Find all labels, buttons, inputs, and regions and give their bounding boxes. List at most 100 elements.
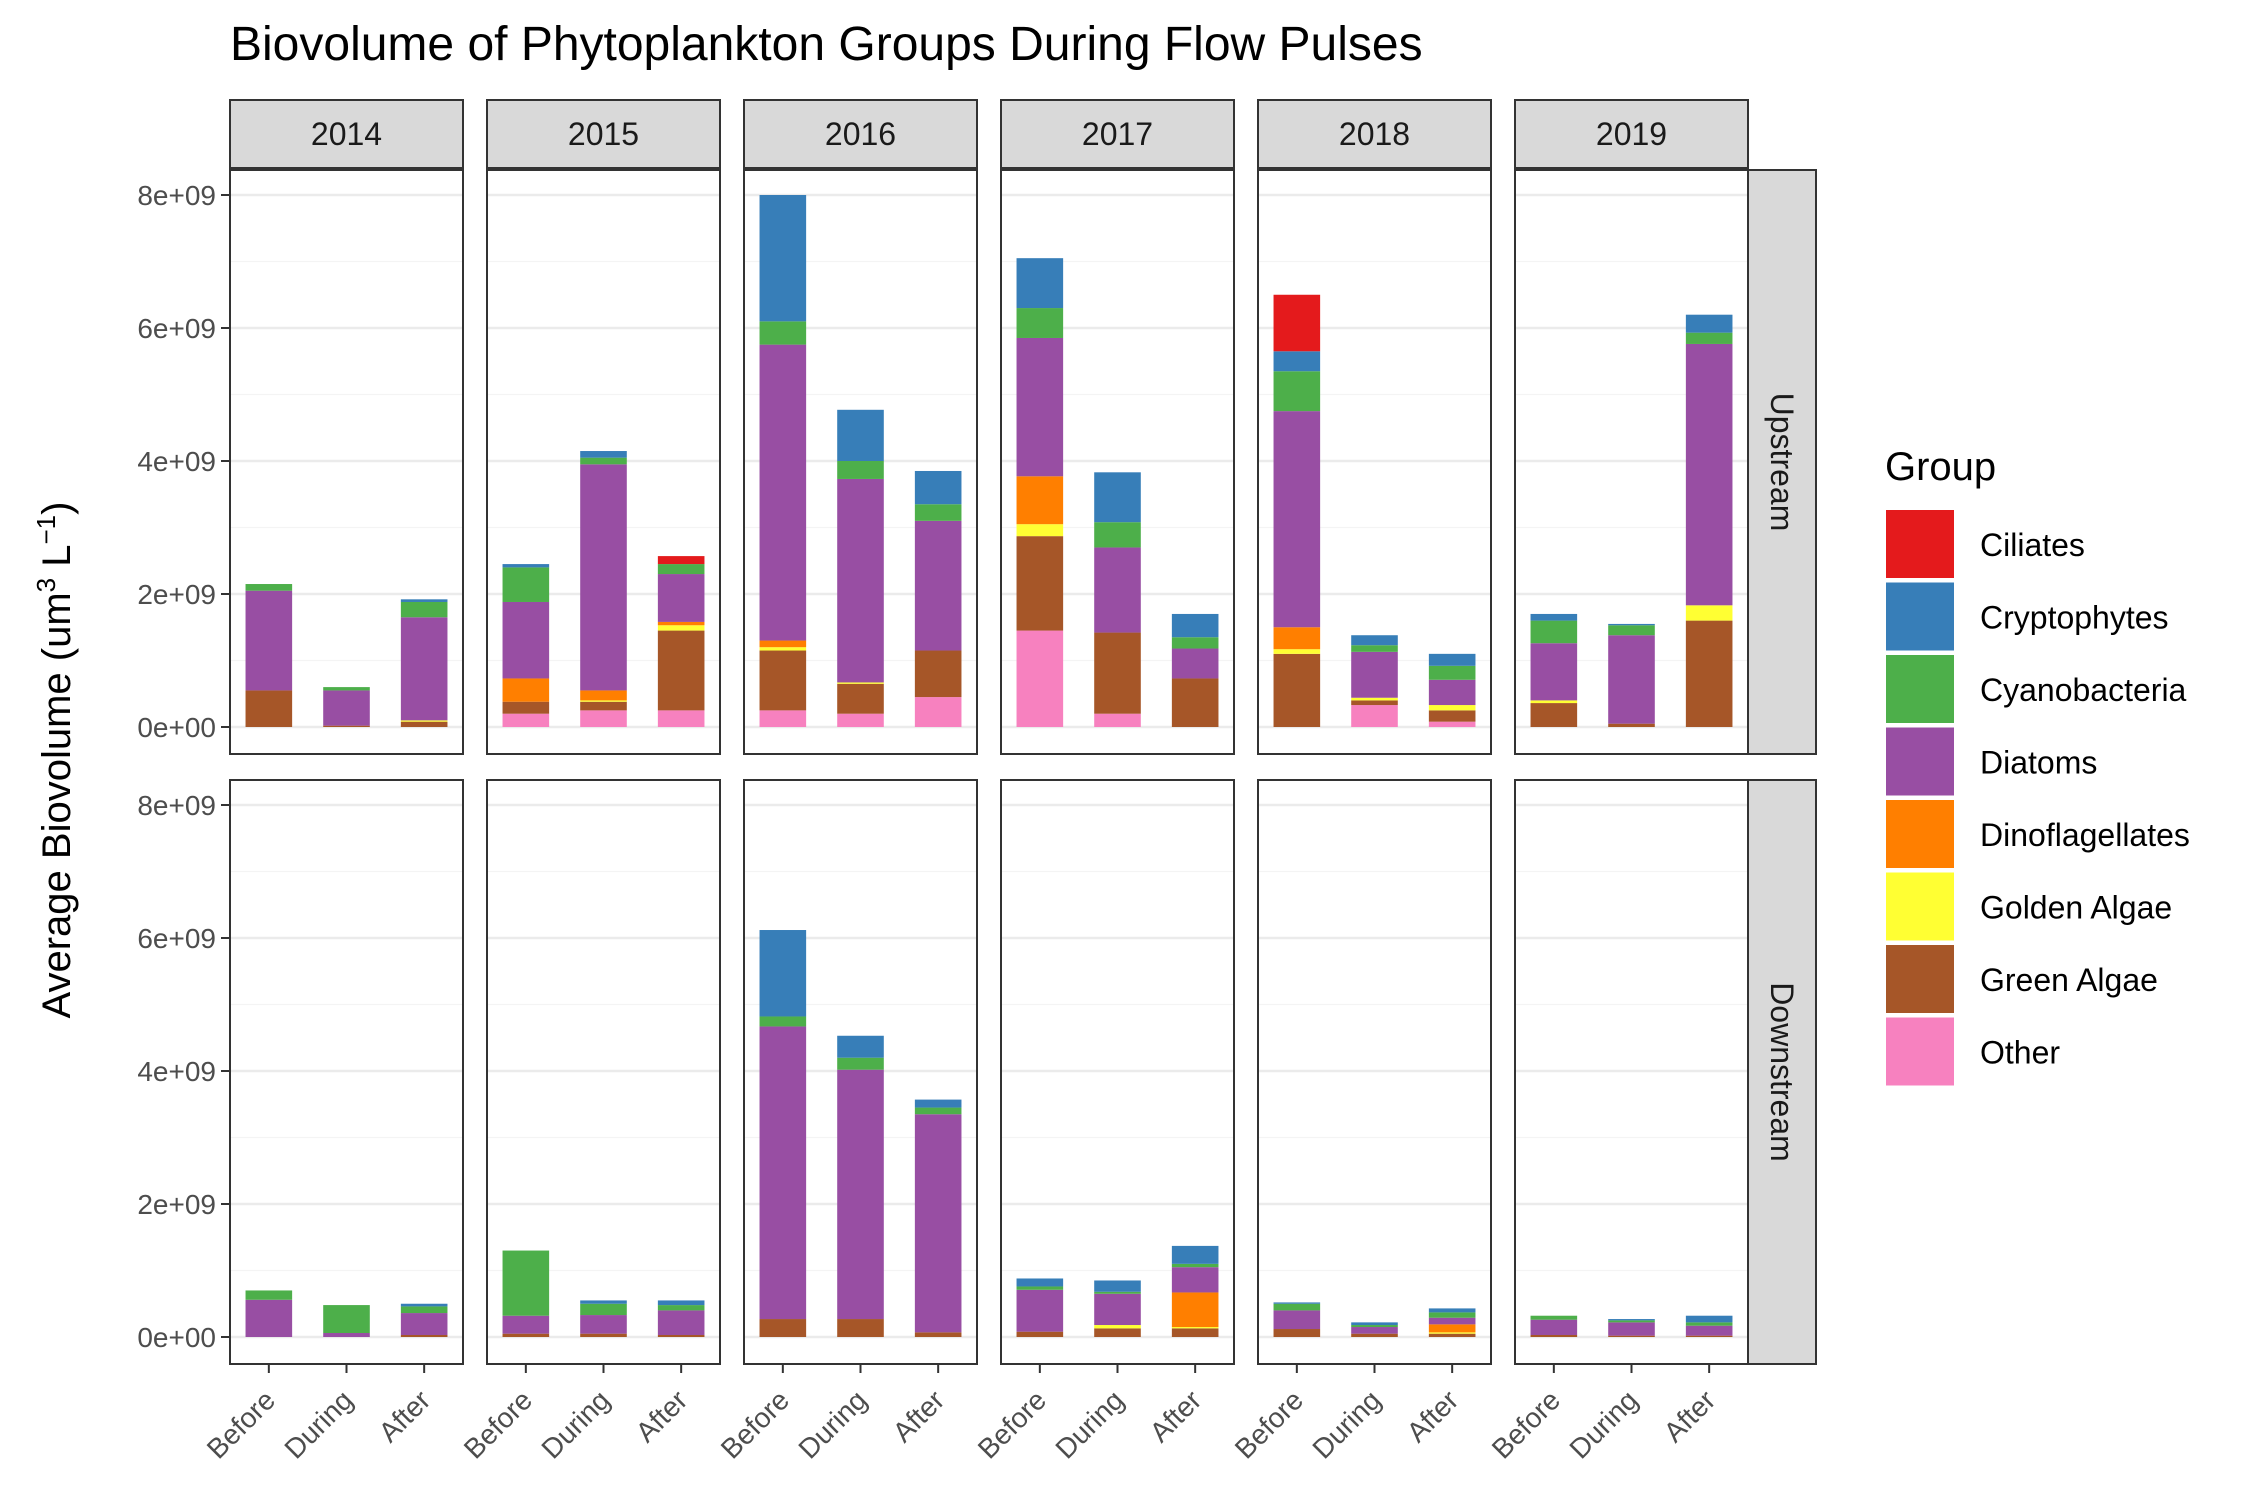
panel-upstream-2019 — [1514, 169, 1749, 755]
bar-segment-green-algae — [759, 1319, 807, 1337]
bar-segment-cryptophytes — [914, 1099, 962, 1108]
bar-segment-golden-algae — [580, 700, 627, 702]
bar-segment-cryptophytes — [400, 599, 448, 602]
bar-segment-diatoms — [837, 478, 884, 683]
panel-downstream-2017 — [1000, 779, 1235, 1365]
bar-during — [1608, 623, 1655, 727]
strip-bg — [1514, 99, 1749, 169]
bar-segment-cyanobacteria — [400, 601, 448, 618]
bar-segment-cyanobacteria — [1016, 308, 1064, 338]
bar-segment-green-algae — [1273, 653, 1321, 727]
x-tick-label: During — [792, 1384, 872, 1464]
x-tick-label: Before — [715, 1384, 795, 1464]
y-axis-title-sup2: −1 — [31, 515, 61, 545]
panel-downstream-2019 — [1514, 779, 1749, 1365]
bar-segment-green-algae — [1351, 700, 1398, 706]
bar-segment-cyanobacteria — [657, 1305, 705, 1311]
bar-segment-cyanobacteria — [1273, 371, 1321, 412]
strip-2018: 2018 — [1257, 99, 1492, 169]
legend-item-green-algae: Green Algae — [1886, 945, 2158, 1013]
bar-segment-cyanobacteria — [1428, 1312, 1476, 1318]
panel-downstream-2015 — [486, 779, 721, 1365]
bar-before — [1016, 258, 1064, 727]
bar-segment-cryptophytes — [837, 409, 884, 461]
bar-segment-green-algae — [1685, 1335, 1733, 1337]
panel-downstream-2016 — [743, 779, 978, 1365]
bar-segment-diatoms — [1428, 679, 1476, 706]
bar-segment-green-algae — [323, 725, 370, 727]
legend-label: Other — [1980, 1035, 2060, 1071]
panel-upstream-2016 — [743, 169, 978, 755]
legend: Group Ciliates Cryptophytes Cyanobacteria Di… — [1885, 445, 2190, 1086]
bar-segment-dinoflagellates — [1016, 476, 1064, 525]
bar-segment-cyanobacteria — [914, 1107, 962, 1115]
x-tick-label: After — [1144, 1384, 1208, 1448]
x-tick-label: After — [373, 1384, 437, 1448]
bar-after — [914, 470, 962, 727]
bar-segment-green-algae — [1428, 710, 1476, 722]
panel-grid: 2014 2015 2016 2017 2018 2019 Upstream Downstre… — [229, 99, 1817, 1365]
bar-segment-green-algae — [400, 1335, 448, 1337]
bar-segment-dinoflagellates — [657, 621, 705, 626]
bar-segment-diatoms — [245, 590, 293, 691]
bar-segment-cyanobacteria — [837, 461, 884, 479]
legend-label: Green Algae — [1980, 962, 2158, 998]
y-tick-label: 4e+09 — [137, 1056, 216, 1087]
bar-segment-cyanobacteria — [837, 1057, 884, 1070]
bar-segment-diatoms — [1351, 651, 1398, 698]
bar-segment-diatoms — [1351, 1327, 1398, 1334]
bar-segment-green-algae — [1171, 1328, 1219, 1337]
x-tick-label: During — [278, 1384, 358, 1464]
panel-upstream-2014 — [229, 169, 464, 755]
bar-segment-cyanobacteria — [1530, 620, 1578, 644]
bar-before — [1273, 294, 1321, 727]
bar-segment-diatoms — [1171, 648, 1219, 679]
bar-segment-cyanobacteria — [1351, 645, 1398, 652]
x-tick-label: During — [1049, 1384, 1129, 1464]
bar-segment-diatoms — [1530, 643, 1578, 701]
bar-segment-cyanobacteria — [502, 1250, 550, 1316]
bar-after — [1685, 314, 1733, 727]
bar-segment-diatoms — [1608, 1322, 1655, 1336]
bar-segment-diatoms — [1171, 1267, 1219, 1293]
strip-upstream: Upstream — [1747, 169, 1817, 755]
legend-item-golden-algae: Golden Algae — [1886, 872, 2172, 941]
y-axis-downstream: 0e+00 2e+09 4e+09 6e+09 8e+09 — [137, 790, 230, 1353]
bar-segment-other — [914, 697, 962, 727]
strip-label-2018: 2018 — [1339, 116, 1410, 152]
bar-segment-green-algae — [657, 1335, 705, 1337]
legend-item-diatoms: Diatoms — [1886, 727, 2097, 796]
bar-segment-diatoms — [914, 1114, 962, 1333]
panel-downstream-2014 — [229, 779, 464, 1365]
bar-segment-cyanobacteria — [759, 321, 807, 345]
bar-segment-diatoms — [1273, 411, 1321, 628]
bar-segment-cyanobacteria — [1171, 637, 1219, 649]
panel-border — [486, 169, 721, 755]
bar-segment-cyanobacteria — [1608, 1320, 1655, 1323]
strip-2016: 2016 — [743, 99, 978, 169]
bar-segment-cyanobacteria — [1094, 1291, 1141, 1294]
bar-segment-cryptophytes — [1171, 613, 1219, 638]
bar-segment-cryptophytes — [1608, 1319, 1655, 1321]
bar-during — [580, 451, 627, 727]
y-axes: 0e+00 2e+09 4e+09 6e+09 8e+09 0e+00 2e+09 4e+09… — [137, 180, 230, 1353]
legend-title: Group — [1885, 445, 1996, 489]
y-tick-label: 2e+09 — [137, 1189, 216, 1220]
bar-segment-cyanobacteria — [1171, 1263, 1219, 1268]
y-axis-title: Average Biovolume (um3 L−1) — [31, 502, 79, 1019]
y-axis-upstream: 0e+00 2e+09 4e+09 6e+09 8e+09 — [137, 180, 230, 743]
bar-before — [759, 930, 807, 1337]
y-tick-label: 0e+00 — [137, 1322, 216, 1353]
bar-after — [400, 599, 448, 727]
bar-after — [1171, 613, 1219, 727]
bar-before — [1016, 1278, 1064, 1337]
bar-segment-golden-algae — [1685, 605, 1733, 621]
bar-segment-dinoflagellates — [580, 690, 627, 701]
bar-segment-diatoms — [580, 464, 627, 691]
bar-segment-green-algae — [1094, 632, 1141, 714]
bar-segment-green-algae — [1016, 536, 1064, 631]
bar-segment-other — [1351, 705, 1398, 727]
